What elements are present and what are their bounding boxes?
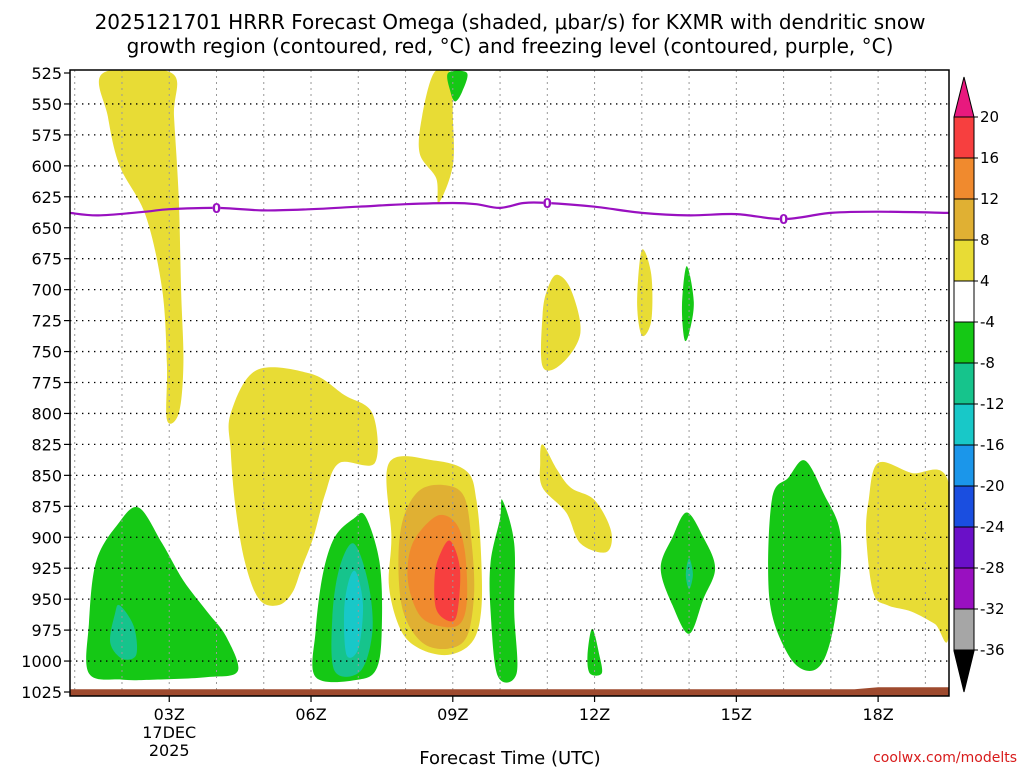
y-tick-label: 975 [31, 621, 62, 640]
ground-strip [70, 687, 949, 696]
colorbar-segment [953, 198, 975, 241]
y-axis: 525 550 575 600 625 650 675 700 725 750 775 800 825 8… [21, 64, 70, 702]
y-tick-label: 700 [31, 281, 62, 300]
y-tick-label: 550 [31, 95, 62, 114]
colorbar-label: -12 [980, 395, 1005, 413]
y-tick-label: 950 [31, 590, 62, 609]
y-tick-label: 575 [31, 126, 62, 145]
omega-plus4-small-12z [637, 249, 653, 337]
x-axis-label: Forecast Time (UTC) [419, 748, 600, 768]
omega-minus4-upper-09z [447, 70, 468, 102]
omega-plus4-lower-11z [539, 444, 612, 553]
omega-minus8-lower-left [109, 604, 138, 660]
colorbar-legend: 20 16 12 8 4 -4 -8 -12 -16 -20 -24 -28 -32 -36 [953, 76, 1005, 693]
colorbar-segment [953, 567, 975, 610]
colorbar-bottom-triangle [953, 650, 975, 693]
freezing-level-layer: 0 0 0 [70, 197, 949, 228]
colorbar-label: 20 [980, 108, 999, 126]
colorbar-segment [953, 444, 975, 487]
colorbar-label: -32 [980, 600, 1005, 618]
y-tick-label: 875 [31, 497, 62, 516]
colorbar-label: -24 [980, 518, 1005, 536]
y-tick-label: 775 [31, 374, 62, 393]
y-tick-label: 725 [31, 312, 62, 331]
x-tick-label: 15Z [721, 705, 752, 724]
colorbar-label: -28 [980, 559, 1005, 577]
freezing-label-bg [543, 197, 552, 209]
freezing-level-label: 0 [543, 197, 552, 212]
x-tick-label: 09Z [437, 705, 468, 724]
y-tick-label: 750 [31, 343, 62, 362]
x-tick-date: 17DEC [142, 723, 196, 742]
freezing-level-line [70, 201, 949, 221]
y-tick-label: 600 [31, 157, 62, 176]
chart-title-line2: growth region (contoured, red, °C) and f… [127, 34, 894, 58]
ground-fill [70, 687, 949, 696]
shaded-omega-regions [86, 70, 949, 683]
x-tick-label: 12Z [579, 705, 610, 724]
y-tick-label: 650 [31, 219, 62, 238]
x-tick-label: 06Z [295, 705, 326, 724]
freezing-label-bg [779, 213, 788, 225]
x-tick-label: 03Z [154, 705, 185, 724]
omega-minus4-13z [681, 266, 694, 342]
colorbar-segment [953, 362, 975, 405]
omega-plus4-upper-left [98, 70, 184, 424]
chart-title-line1: 2025121701 HRRR Forecast Omega (shaded, … [95, 10, 926, 34]
colorbar-label: -8 [980, 354, 995, 372]
freezing-level-label: 0 [779, 213, 788, 228]
omega-plus4-upper-mid [418, 70, 454, 204]
omega-plus4-mid-blob [540, 274, 581, 371]
omega-minus8-14z [685, 558, 693, 590]
y-tick-label: 525 [31, 64, 62, 83]
y-tick-label: 925 [31, 559, 62, 578]
colorbar-label: 8 [980, 231, 990, 249]
colorbar-label: 12 [980, 190, 999, 208]
omega-minus4-lower-16z [768, 460, 842, 671]
omega-plus4-lower-right [866, 461, 949, 643]
y-tick-label: 800 [31, 404, 62, 423]
omega-plus4-lower-left [228, 367, 378, 606]
colorbar-label: -36 [980, 641, 1005, 659]
y-tick-label: 1000 [21, 652, 62, 671]
omega-minus4-lower-10z [489, 499, 518, 683]
colorbar-segment [953, 526, 975, 569]
colorbar-segment [953, 116, 975, 159]
freezing-level-label: 0 [212, 202, 221, 217]
colorbar-label: 16 [980, 149, 999, 167]
omega-plus16-core [434, 540, 461, 622]
colorbar-label: -4 [980, 313, 995, 331]
colorbar-label: -20 [980, 477, 1005, 495]
colorbar-label: 4 [980, 272, 990, 290]
colorbar-segment [953, 239, 975, 282]
y-tick-label: 825 [31, 435, 62, 454]
omega-minus4-lower-left [86, 506, 239, 681]
y-tick-label: 675 [31, 250, 62, 269]
colorbar-segment [953, 321, 975, 364]
colorbar-segment [953, 280, 975, 323]
colorbar-top-triangle [953, 76, 975, 118]
x-tick-label: 18Z [862, 705, 893, 724]
freezing-label-bg [212, 202, 221, 214]
colorbar-segment [953, 485, 975, 528]
credit-text: coolwx.com/modelts [873, 750, 1017, 766]
y-tick-label: 900 [31, 528, 62, 547]
colorbar-segment [953, 403, 975, 446]
colorbar-segment [953, 608, 975, 651]
colorbar-label: -16 [980, 436, 1005, 454]
y-tick-label: 850 [31, 466, 62, 485]
y-tick-label: 625 [31, 188, 62, 207]
y-tick-label: 1025 [21, 683, 62, 702]
grid-lines [70, 70, 949, 696]
colorbar-segment [953, 157, 975, 200]
x-tick-year: 2025 [149, 741, 190, 760]
